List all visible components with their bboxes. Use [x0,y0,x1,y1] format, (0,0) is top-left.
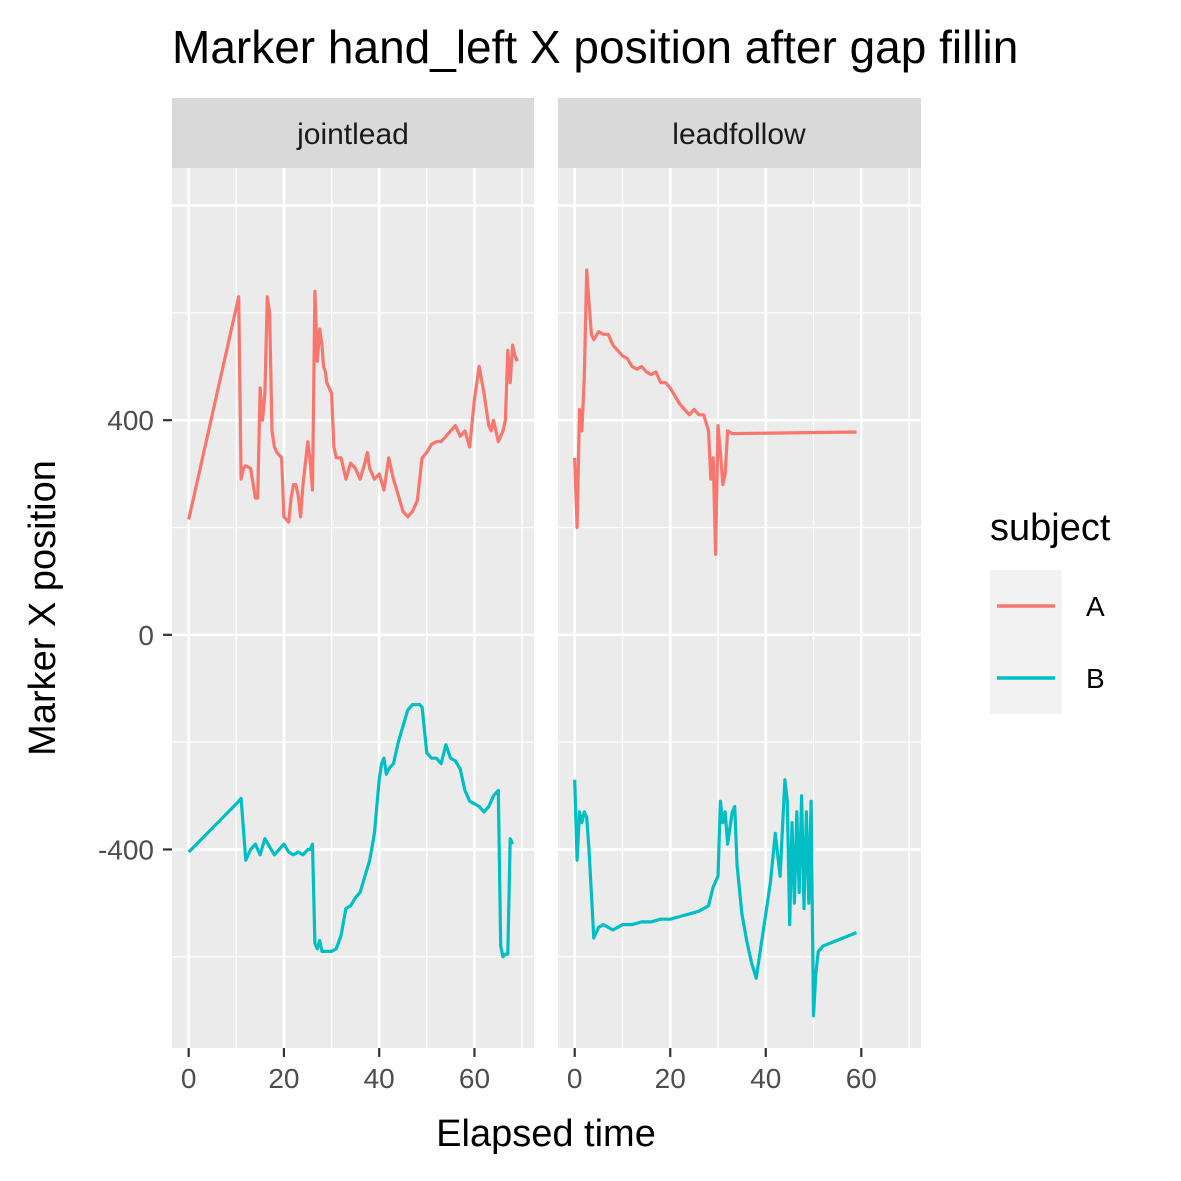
y-tick-label: 400 [107,405,154,436]
x-axis-title: Elapsed time [436,1113,656,1155]
y-tick-label: 0 [138,620,154,651]
series-line-b [187,702,515,959]
y-axis-title: Marker X position [22,460,64,756]
series-line-a [573,268,857,556]
x-axis-ticks: 0 20 40 60 [181,1048,490,1094]
y-axis-ticks: 400 0 -400 [98,405,172,865]
x-tick-label: 0 [567,1063,583,1094]
facet-leadfollow: leadfollow 0 20 40 60 [558,98,921,1094]
legend-title: subject [990,507,1111,549]
x-tick-label: 60 [459,1063,490,1094]
panel-lines [187,289,519,959]
panel-lines [573,268,858,1018]
x-axis-ticks: 0 20 40 60 [567,1048,877,1094]
legend-key-background [990,570,1062,714]
facet-strip-label: leadfollow [672,118,806,151]
x-tick-label: 20 [268,1063,299,1094]
facet-strip-label: jointlead [296,118,409,151]
facet-strip [558,98,921,168]
series-line-a [187,289,519,524]
legend: subject A B [990,507,1111,714]
y-tick-label: -400 [98,834,154,865]
x-tick-label: 20 [655,1063,686,1094]
panel-background [558,168,921,1048]
x-tick-label: 60 [846,1063,877,1094]
facet-jointlead: jointlead 0 20 40 60 [172,98,534,1094]
chart-title: Marker hand_left X position after gap fi… [172,21,1018,73]
legend-label-a: A [1086,591,1105,622]
x-tick-label: 40 [750,1063,781,1094]
series-line-b [573,778,858,1018]
panel-grid [558,168,921,1048]
x-tick-label: 40 [364,1063,395,1094]
facet-strip [172,98,534,168]
panel-background [172,168,534,1048]
legend-label-b: B [1086,663,1105,694]
x-tick-label: 0 [181,1063,197,1094]
